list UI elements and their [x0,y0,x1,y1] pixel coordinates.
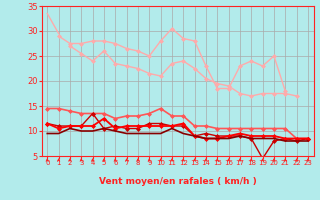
X-axis label: Vent moyen/en rafales ( km/h ): Vent moyen/en rafales ( km/h ) [99,177,256,186]
